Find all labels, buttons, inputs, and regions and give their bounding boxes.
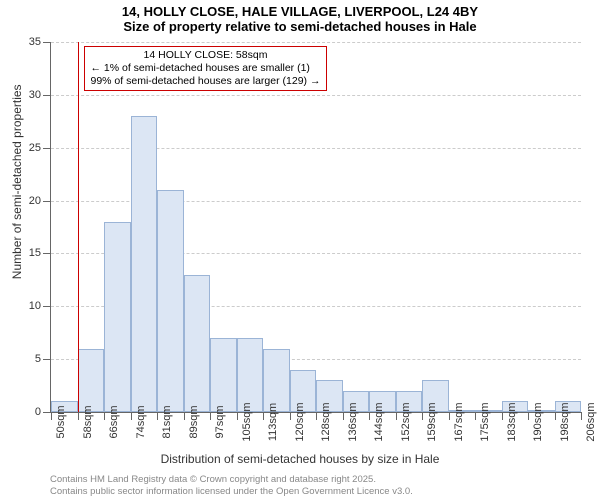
x-tick [502,412,503,420]
gridline [51,95,581,96]
x-tick [237,412,238,420]
x-tick-label: 105sqm [241,402,253,441]
y-tick [43,201,51,202]
x-tick-label: 144sqm [373,402,385,441]
x-tick-label: 198sqm [559,402,571,441]
y-tick-label: 20 [29,195,41,207]
footer-line2: Contains public sector information licen… [50,486,413,498]
x-tick [263,412,264,420]
gridline [51,42,581,43]
y-tick-label: 15 [29,247,41,259]
y-tick [43,412,51,413]
x-tick-label: 190sqm [532,402,544,441]
x-tick [78,412,79,420]
x-axis-title: Distribution of semi-detached houses by … [161,452,440,466]
y-tick-label: 30 [29,89,41,101]
x-tick-label: 66sqm [108,405,120,438]
x-tick-label: 167sqm [453,402,465,441]
footer-attribution: Contains HM Land Registry data © Crown c… [50,474,413,498]
x-tick-label: 58sqm [82,405,94,438]
histogram-bar [131,116,158,412]
y-tick [43,148,51,149]
x-tick-label: 152sqm [400,402,412,441]
reference-line [78,42,79,412]
x-tick [449,412,450,420]
x-tick [210,412,211,420]
x-tick-label: 183sqm [506,402,518,441]
x-tick [396,412,397,420]
x-tick [316,412,317,420]
y-tick [43,253,51,254]
histogram-bar [210,338,237,412]
x-tick [555,412,556,420]
x-tick-label: 97sqm [214,405,226,438]
histogram-bar [237,338,264,412]
x-tick [104,412,105,420]
x-tick [475,412,476,420]
x-tick-label: 50sqm [55,405,67,438]
x-tick [343,412,344,420]
annotation-larger: 99% of semi-detached houses are larger (… [91,75,321,88]
x-tick [369,412,370,420]
x-tick-label: 128sqm [320,402,332,441]
annotation-box: 14 HOLLY CLOSE: 58sqm← 1% of semi-detach… [84,46,328,91]
x-tick [51,412,52,420]
x-tick-label: 81sqm [161,405,173,438]
x-tick-label: 206sqm [585,402,597,441]
annotation-smaller: ← 1% of semi-detached houses are smaller… [91,62,321,75]
histogram-bar [157,190,184,412]
x-tick [184,412,185,420]
chart-title-line1: 14, HOLLY CLOSE, HALE VILLAGE, LIVERPOOL… [0,0,600,19]
x-tick-label: 89sqm [188,405,200,438]
x-tick-label: 113sqm [267,403,279,441]
x-tick [528,412,529,420]
x-tick-label: 136sqm [347,402,359,441]
x-tick [422,412,423,420]
x-tick [581,412,582,420]
x-tick-label: 120sqm [294,402,306,441]
x-tick [131,412,132,420]
histogram-bar [104,222,131,412]
y-tick [43,95,51,96]
x-tick-label: 74sqm [135,405,147,438]
histogram-bar [184,275,211,412]
footer-line1: Contains HM Land Registry data © Crown c… [50,474,413,486]
x-tick-label: 175sqm [479,402,491,441]
x-tick [157,412,158,420]
y-tick-label: 10 [29,300,41,312]
x-tick-label: 159sqm [426,402,438,441]
y-tick-label: 0 [35,406,41,418]
y-tick [43,306,51,307]
y-tick [43,42,51,43]
y-tick-label: 5 [35,353,41,365]
y-tick-label: 35 [29,36,41,48]
annotation-title: 14 HOLLY CLOSE: 58sqm [91,49,321,62]
y-tick [43,359,51,360]
chart-title-line2: Size of property relative to semi-detach… [0,19,600,36]
x-tick [290,412,291,420]
y-axis-title: Number of semi-detached properties [10,84,24,279]
histogram-chart: 0510152025303550sqm58sqm66sqm74sqm81sqm8… [50,42,581,413]
y-tick-label: 25 [29,142,41,154]
histogram-bar [78,349,105,412]
